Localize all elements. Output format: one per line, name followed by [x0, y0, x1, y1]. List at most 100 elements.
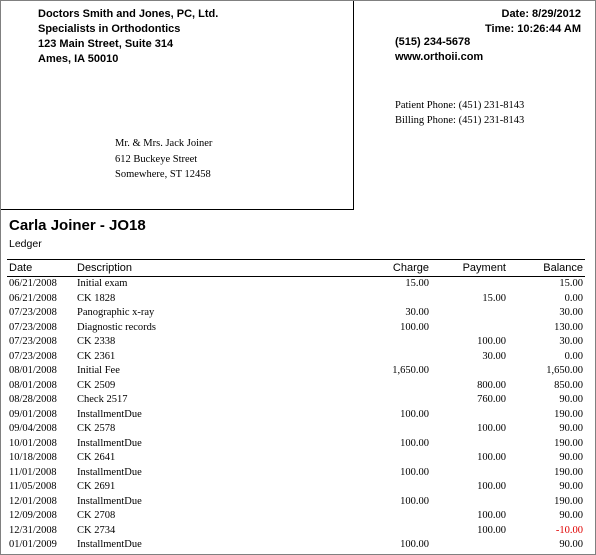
ledger-payment-cell: [431, 495, 508, 510]
ledger-balance-cell: 190.00: [554, 437, 583, 449]
ledger-payment-cell: 100.00: [477, 524, 506, 536]
ledger-date-cell: 07/23/2008: [9, 336, 57, 348]
ledger-description-cell: InstallmentDue: [77, 539, 142, 551]
ledger-payment-cell: [431, 364, 508, 379]
table-row: 11/05/2008 CK 2691 100.00 90.00: [7, 480, 585, 495]
ledger-payment-cell: [431, 321, 508, 336]
ledger-description-cell: CK 2734: [77, 524, 116, 536]
practice-specialty: Specialists in Orthodontics: [38, 23, 181, 35]
ledger-date-cell: 01/01/2009: [9, 539, 57, 551]
ledger-charge-cell: 100.00: [400, 321, 429, 333]
ledger-body: 06/21/2008 Initial exam 15.00 15.00 06/21/20…: [7, 277, 585, 553]
ledger-charge-cell: [309, 480, 431, 495]
ledger-date-cell: 07/23/2008: [9, 321, 57, 333]
ledger-date-cell: 10/01/2008: [9, 437, 57, 449]
ledger-description-cell: CK 2708: [77, 510, 116, 522]
ledger-date-cell: 06/21/2008: [9, 292, 57, 304]
ledger-description-cell: CK 2641: [77, 452, 116, 464]
ledger-balance-cell: 190.00: [554, 408, 583, 420]
practice-address-box: Doctors Smith and Jones, PC, Ltd. Specia…: [1, 1, 354, 210]
table-row: 07/23/2008 CK 2361 30.00 0.00: [7, 350, 585, 365]
table-row: 08/01/2008 CK 2509 800.00 850.00: [7, 379, 585, 394]
ledger-balance-cell: 190.00: [554, 495, 583, 507]
ledger-charge-cell: [309, 350, 431, 365]
table-row: 10/18/2008 CK 2641 100.00 90.00: [7, 451, 585, 466]
table-row: 06/21/2008 Initial exam 15.00 15.00: [7, 277, 585, 292]
addressee-street: 612 Buckeye Street: [115, 153, 198, 165]
ledger-charge-cell: [309, 451, 431, 466]
ledger-balance-cell: 0.00: [564, 292, 583, 304]
ledger-charge-cell: [309, 379, 431, 394]
practice-info: Doctors Smith and Jones, PC, Ltd. Specia…: [38, 7, 218, 67]
ledger-balance-cell: 130.00: [554, 321, 583, 333]
table-row: 07/23/2008 Panographic x-ray 30.00 30.00: [7, 306, 585, 321]
ledger-charge-cell: 30.00: [405, 307, 429, 319]
ledger-description-cell: CK 2578: [77, 423, 116, 435]
practice-website: www.orthoii.com: [395, 51, 484, 63]
ledger-balance-cell: 30.00: [559, 307, 583, 319]
ledger-description-cell: CK 2509: [77, 379, 116, 391]
ledger-description-cell: InstallmentDue: [77, 495, 142, 507]
ledger-balance-cell: 90.00: [559, 452, 583, 464]
ledger-payment-cell: [431, 538, 508, 553]
patient-phone: Patient Phone: (451) 231-8143: [395, 100, 525, 111]
ledger-balance-cell: -10.00: [555, 524, 583, 536]
ledger-date-cell: 08/28/2008: [9, 394, 57, 406]
ledger-description-cell: CK 2338: [77, 336, 116, 348]
ledger-date-cell: 12/01/2008: [9, 495, 57, 507]
table-row: 12/31/2008 CK 2734 100.00 -10.00: [7, 524, 585, 539]
table-row: 12/09/2008 CK 2708 100.00 90.00: [7, 509, 585, 524]
ledger-charge-cell: 100.00: [400, 466, 429, 478]
ledger-date-cell: 07/23/2008: [9, 350, 57, 362]
ledger-charge-cell: 100.00: [400, 437, 429, 449]
ledger-balance-cell: 90.00: [559, 510, 583, 522]
ledger-charge-cell: 100.00: [400, 408, 429, 420]
table-row: 10/01/2008 InstallmentDue 100.00 190.00: [7, 437, 585, 452]
ledger-payment-cell: 100.00: [477, 452, 506, 464]
ledger-balance-cell: 190.00: [554, 466, 583, 478]
table-row: 07/23/2008 CK 2338 100.00 30.00: [7, 335, 585, 350]
ledger-payment-cell: [431, 437, 508, 452]
ledger-payment-cell: 800.00: [477, 379, 506, 391]
patient-phones: Patient Phone: (451) 231-8143 Billing Ph…: [395, 98, 524, 128]
ledger-description-cell: CK 2361: [77, 350, 116, 362]
addressee-block: Mr. & Mrs. Jack Joiner 612 Buckeye Stree…: [115, 136, 212, 183]
ledger-date-cell: 09/01/2008: [9, 408, 57, 420]
table-row: 08/01/2008 Initial Fee 1,650.00 1,650.00: [7, 364, 585, 379]
addressee-city: Somewhere, ST 12458: [115, 169, 211, 180]
practice-name: Doctors Smith and Jones, PC, Ltd.: [38, 8, 219, 20]
practice-city: Ames, IA 50010: [38, 53, 119, 65]
ledger-description-cell: Initial Fee: [77, 365, 120, 377]
report-type-label: Ledger: [9, 238, 42, 250]
ledger-payment-cell: [431, 277, 508, 292]
report-time: Time: 10:26:44 AM: [485, 22, 581, 35]
report-datetime: Date: 8/29/2012 Time: 10:26:44 AM: [485, 7, 581, 36]
ledger-balance-cell: 850.00: [554, 379, 583, 391]
ledger-description-cell: Initial exam: [77, 278, 128, 290]
column-header-payment: Payment: [431, 259, 508, 277]
ledger-charge-cell: [309, 422, 431, 437]
ledger-payment-cell: [431, 408, 508, 423]
ledger-charge-cell: [309, 335, 431, 350]
ledger-payment-cell: 100.00: [477, 423, 506, 435]
ledger-description-cell: Diagnostic records: [77, 321, 157, 333]
ledger-date-cell: 08/01/2008: [9, 365, 57, 377]
ledger-description-cell: InstallmentDue: [77, 466, 142, 478]
ledger-table: Date Description Charge Payment Balance …: [7, 259, 585, 553]
table-row: 09/01/2008 InstallmentDue 100.00 190.00: [7, 408, 585, 423]
ledger-description-cell: InstallmentDue: [77, 437, 142, 449]
ledger-description-cell: CK 1828: [77, 292, 116, 304]
ledger-balance-cell: 90.00: [559, 423, 583, 435]
column-header-date: Date: [7, 259, 75, 277]
ledger-charge-cell: 100.00: [400, 539, 429, 551]
ledger-payment-cell: 30.00: [482, 350, 506, 362]
ledger-payment-cell: [431, 466, 508, 481]
ledger-date-cell: 12/31/2008: [9, 524, 57, 536]
ledger-description-cell: Check 2517: [77, 394, 128, 406]
ledger-payment-cell: 760.00: [477, 394, 506, 406]
ledger-date-cell: 07/23/2008: [9, 307, 57, 319]
ledger-balance-cell: 15.00: [559, 278, 583, 290]
ledger-date-cell: 08/01/2008: [9, 379, 57, 391]
ledger-balance-cell: 90.00: [559, 481, 583, 493]
